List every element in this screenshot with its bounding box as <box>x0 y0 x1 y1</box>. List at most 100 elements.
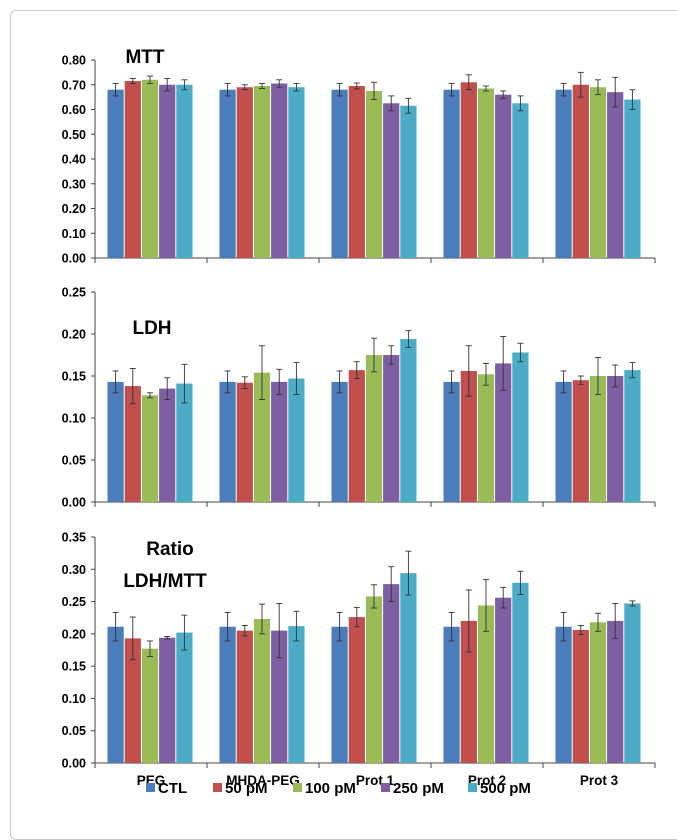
bar-prot-2-100-pm <box>477 374 495 502</box>
legend-swatch-50-pm <box>213 783 222 792</box>
chart-panel-mtt: 0.00 0.10 0.20 0.30 0.40 0.50 0.60 0.70 0.80 MTT <box>62 47 656 266</box>
bar-prot-3-50-pm <box>572 629 589 763</box>
y-tick-label: 0.80 <box>62 54 86 68</box>
y-tick-label: 0.05 <box>62 454 86 468</box>
y-tick-label: 0.00 <box>62 757 86 771</box>
legend-swatch-100-pm <box>293 783 302 792</box>
y-tick-label: 0.40 <box>62 153 86 167</box>
y-tick-label: 0.15 <box>62 370 86 384</box>
x-category-label: PEG <box>137 773 166 788</box>
x-category-label: Prot 2 <box>468 773 506 788</box>
panel-title: Ratio <box>146 539 194 560</box>
x-category-label: MHDA-PEG <box>226 773 300 788</box>
legend-label-500-pm: 500 pM <box>480 780 531 797</box>
bar-prot-3-50-pm <box>572 84 589 258</box>
bar-prot-2-250-pm <box>495 597 512 763</box>
panel-subtitle: LDH/MTT <box>123 571 207 592</box>
bar-peg-ctl <box>107 89 124 258</box>
bar-mhda-peg-500-pm <box>288 87 305 258</box>
bar-prot-3-250-pm <box>607 92 624 258</box>
bar-prot-3-500-pm <box>624 603 641 763</box>
bar-prot-1-50-pm <box>348 617 365 763</box>
y-tick-label: 0.15 <box>62 660 86 674</box>
y-tick-label: 0.30 <box>62 177 86 191</box>
bar-prot-2-250-pm <box>495 363 512 502</box>
legend-label-50-pm: 50 pM <box>225 780 268 797</box>
bar-peg-500-pm <box>176 84 193 258</box>
bar-prot-3-250-pm <box>607 620 624 763</box>
bar-prot-2-100-pm <box>477 88 495 259</box>
y-tick-label: 0.10 <box>62 412 86 426</box>
bar-prot-2-500-pm <box>512 352 529 502</box>
bar-mhda-peg-250-pm <box>271 630 288 763</box>
bar-prot-3-100-pm <box>589 376 607 502</box>
bar-prot-2-ctl <box>443 626 460 763</box>
bar-mhda-peg-ctl <box>219 381 236 502</box>
bar-prot-3-ctl <box>555 626 572 763</box>
legend-label-ctl: CTL <box>158 780 187 797</box>
y-tick-label: 0.10 <box>62 227 86 241</box>
bar-prot-1-ctl <box>331 626 348 763</box>
bar-peg-50-pm <box>124 638 141 763</box>
bar-prot-2-ctl <box>443 381 460 502</box>
legend-label-250-pm: 250 pM <box>393 780 444 797</box>
bar-prot-1-100-pm <box>365 90 383 258</box>
bar-prot-2-50-pm <box>460 370 477 502</box>
bar-peg-500-pm <box>176 383 193 502</box>
bar-prot-2-50-pm <box>460 82 477 259</box>
bar-mhda-peg-500-pm <box>288 626 305 763</box>
bar-prot-3-100-pm <box>589 622 607 763</box>
bar-prot-3-250-pm <box>607 376 624 502</box>
bar-mhda-peg-50-pm <box>236 87 253 258</box>
bar-peg-100-pm <box>141 395 159 502</box>
bar-mhda-peg-500-pm <box>288 378 305 502</box>
bar-peg-ctl <box>107 626 124 763</box>
y-tick-label: 0.00 <box>62 496 86 510</box>
bar-peg-250-pm <box>159 388 176 502</box>
bar-mhda-peg-100-pm <box>253 85 271 258</box>
x-category-label: Prot 3 <box>580 773 619 788</box>
y-tick-label: 0.10 <box>62 692 86 706</box>
bar-prot-1-ctl <box>331 89 348 258</box>
y-tick-label: 0.30 <box>62 563 86 577</box>
bar-mhda-peg-250-pm <box>271 83 288 258</box>
bar-peg-100-pm <box>141 79 159 258</box>
panel-title: MTT <box>125 47 164 68</box>
bar-peg-100-pm <box>141 648 159 763</box>
bar-mhda-peg-100-pm <box>253 372 271 502</box>
bar-prot-1-ctl <box>331 381 348 502</box>
legend-swatch-500-pm <box>468 783 477 792</box>
y-tick-label: 0.50 <box>62 128 86 142</box>
bar-prot-3-ctl <box>555 381 572 502</box>
bar-peg-500-pm <box>176 632 193 763</box>
y-tick-label: 0.60 <box>62 103 86 117</box>
y-tick-label: 0.20 <box>62 328 86 342</box>
panel-title: LDH <box>132 318 171 339</box>
bar-peg-ctl <box>107 381 124 502</box>
bar-peg-250-pm <box>159 637 176 763</box>
bar-mhda-peg-50-pm <box>236 382 253 502</box>
bar-prot-2-ctl <box>443 89 460 258</box>
y-tick-label: 0.20 <box>62 627 86 641</box>
legend-swatch-ctl <box>146 783 155 792</box>
bar-peg-250-pm <box>159 84 176 258</box>
y-tick-label: 0.35 <box>62 531 86 545</box>
bar-prot-3-500-pm <box>624 99 641 258</box>
bar-prot-1-50-pm <box>348 85 365 258</box>
bar-prot-1-250-pm <box>383 584 400 763</box>
bar-mhda-peg-ctl <box>219 626 236 763</box>
bar-prot-1-500-pm <box>400 105 417 258</box>
bar-prot-2-250-pm <box>495 94 512 259</box>
bar-prot-1-500-pm <box>400 573 417 763</box>
bar-prot-2-50-pm <box>460 620 477 763</box>
y-tick-label: 0.00 <box>62 252 86 266</box>
bar-peg-50-pm <box>124 386 141 502</box>
bar-prot-1-500-pm <box>400 339 417 502</box>
legend-label-100-pm: 100 pM <box>305 780 356 797</box>
bar-mhda-peg-100-pm <box>253 619 271 763</box>
bar-prot-3-50-pm <box>572 380 589 502</box>
bar-prot-3-ctl <box>555 89 572 258</box>
bar-peg-50-pm <box>124 81 141 258</box>
bar-prot-1-250-pm <box>383 103 400 258</box>
